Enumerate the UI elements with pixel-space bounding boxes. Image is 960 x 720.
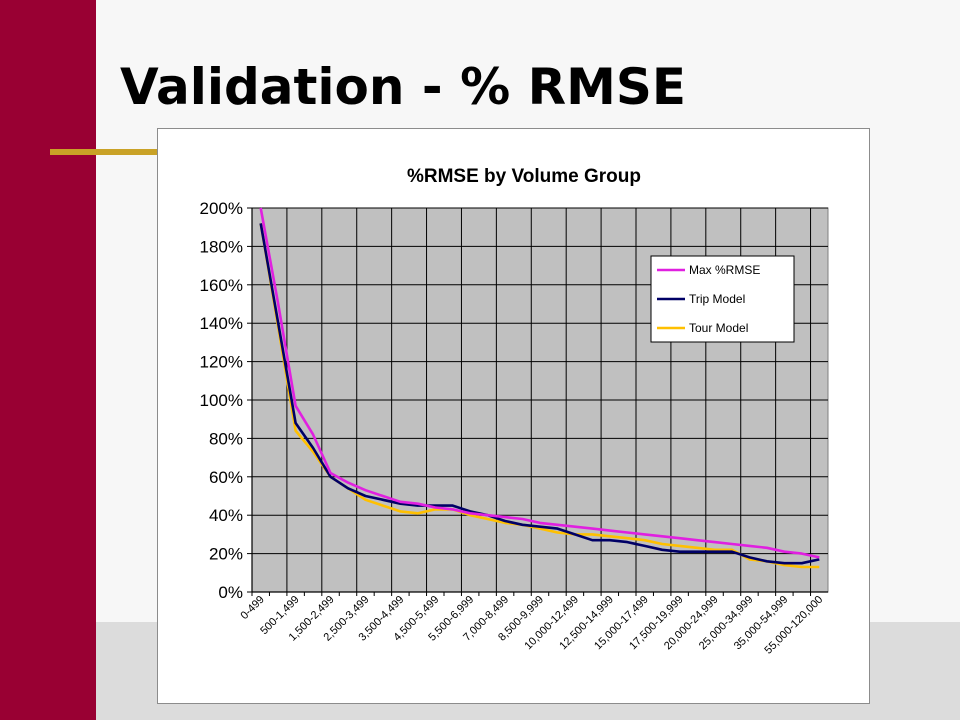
y-axis-ticks: 0% 20% 40% 60% 80% 100% 120% 140% 160% 180% 200% [200, 199, 252, 602]
y-tick-label: 140% [200, 314, 243, 333]
y-tick-label: 60% [209, 468, 243, 487]
y-tick-label: 100% [200, 391, 243, 410]
series-line-max-rmse [259, 207, 820, 559]
chart-area: %RMSE by Volume Group 0% 20% 40% 60% 80% 100%… [157, 128, 870, 704]
gridlines [251, 207, 828, 593]
legend-label-tour-model: Tour Model [689, 321, 748, 335]
slide-title: Validation - % RMSE [120, 58, 686, 116]
y-tick-label: 0% [218, 583, 243, 602]
y-tick-label: 80% [209, 429, 243, 448]
chart-title: %RMSE by Volume Group [407, 166, 641, 187]
y-tick-label: 180% [200, 237, 243, 256]
y-tick-label: 200% [200, 199, 243, 218]
legend-label-trip-model: Trip Model [689, 292, 745, 306]
legend-label-max-rmse: Max %RMSE [689, 263, 760, 277]
left-accent-band [0, 0, 96, 720]
y-tick-label: 160% [200, 276, 243, 295]
title-underline [50, 149, 162, 155]
series-line-trip-model [259, 223, 820, 565]
line-chart: %RMSE by Volume Group 0% 20% 40% 60% 80% 100%… [200, 166, 829, 657]
legend: Max %RMSE Trip Model Tour Model [650, 255, 795, 343]
y-tick-label: 120% [200, 353, 243, 372]
y-tick-label: 40% [209, 506, 243, 525]
x-axis-ticks: 0-499500-1,4991,500-2,4992,500-3,4993,50… [238, 592, 825, 657]
y-tick-label: 20% [209, 545, 243, 564]
series-lines [259, 207, 820, 569]
